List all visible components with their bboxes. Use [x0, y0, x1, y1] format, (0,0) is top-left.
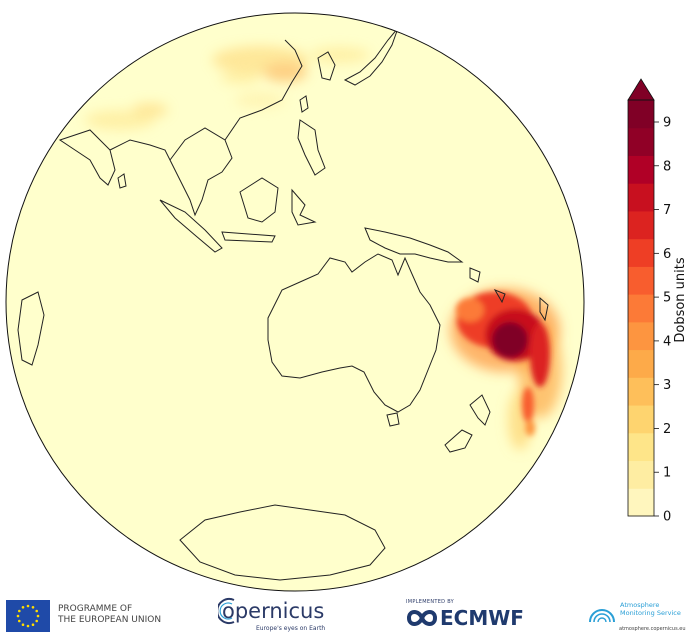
cams-url: atmosphere.copernicus.eu	[619, 626, 686, 632]
colorbar-segment	[628, 183, 654, 212]
colorbar-tick-label: 3	[663, 378, 671, 393]
colorbar-segment	[628, 432, 654, 462]
colorbar: 0 1 2 3 4 5 6 7 8 9 Dobson units	[627, 78, 688, 525]
cams-wordmark: Atmosphere Monitoring Service	[620, 601, 681, 617]
colorbar-segment	[628, 488, 654, 517]
cams-line-2: Monitoring Service	[620, 609, 681, 617]
colorbar-tick-label: 0	[663, 510, 671, 525]
colorbar-tick-label: 1	[663, 466, 671, 481]
coastlines	[17, 27, 549, 581]
colorbar-segment	[628, 294, 654, 323]
sulphur-dioxide-map: 0 1 2 3 4 5 6 7 8 9 Dobson units	[5, 12, 688, 592]
copernicus-wordmark: opernicus	[222, 599, 325, 623]
cams-line-1: Atmosphere	[620, 601, 660, 609]
eu-flag-icon	[6, 600, 50, 632]
colorbar-segment	[628, 405, 654, 434]
colorbar-extend-arrow	[627, 78, 655, 101]
colorbar-tick-label: 9	[663, 116, 671, 131]
colorbar-segment	[628, 266, 654, 295]
ecmwf-implemented-by: IMPLEMENTED BY	[406, 599, 455, 605]
globe	[6, 13, 584, 591]
colorbar-segment	[628, 349, 654, 378]
footer-logos: PROGRAMME OF THE EUROPEAN UNION opernicu…	[0, 592, 690, 638]
ecmwf-wordmark: ECMWF	[440, 606, 524, 630]
colorbar-label: Dobson units	[673, 257, 688, 343]
ecmwf-swirl-icon	[407, 610, 437, 626]
colorbar-segment	[628, 321, 654, 351]
colorbar-segment	[628, 127, 654, 156]
eu-programme-text: PROGRAMME OF THE EUROPEAN UNION	[58, 604, 161, 626]
colorbar-tick-label: 2	[663, 422, 671, 437]
cams-logo-icon	[589, 609, 615, 623]
colorbar-tick-label: 5	[663, 291, 671, 306]
copernicus-c-icon	[218, 598, 235, 624]
colorbar-segment	[628, 210, 654, 240]
colorbar-segment	[628, 238, 654, 267]
colorbar-segment	[628, 155, 654, 184]
colorbar-tick-label: 6	[663, 247, 671, 262]
colorbar-frame	[627, 99, 655, 517]
colorbar-tick-label: 4	[663, 334, 671, 349]
colorbar-tick-label: 7	[663, 203, 671, 218]
eu-line-1: PROGRAMME OF	[58, 604, 133, 614]
colorbar-segment	[628, 460, 654, 489]
colorbar-tick-label: 8	[663, 159, 671, 174]
globe-outline	[5, 12, 585, 592]
colorbar-segment	[628, 100, 654, 129]
so2-plumes	[85, 46, 562, 450]
copernicus-tagline: Europe's eyes on Earth	[256, 625, 326, 632]
eu-line-2: THE EUROPEAN UNION	[58, 615, 162, 625]
colorbar-segment	[628, 377, 654, 406]
